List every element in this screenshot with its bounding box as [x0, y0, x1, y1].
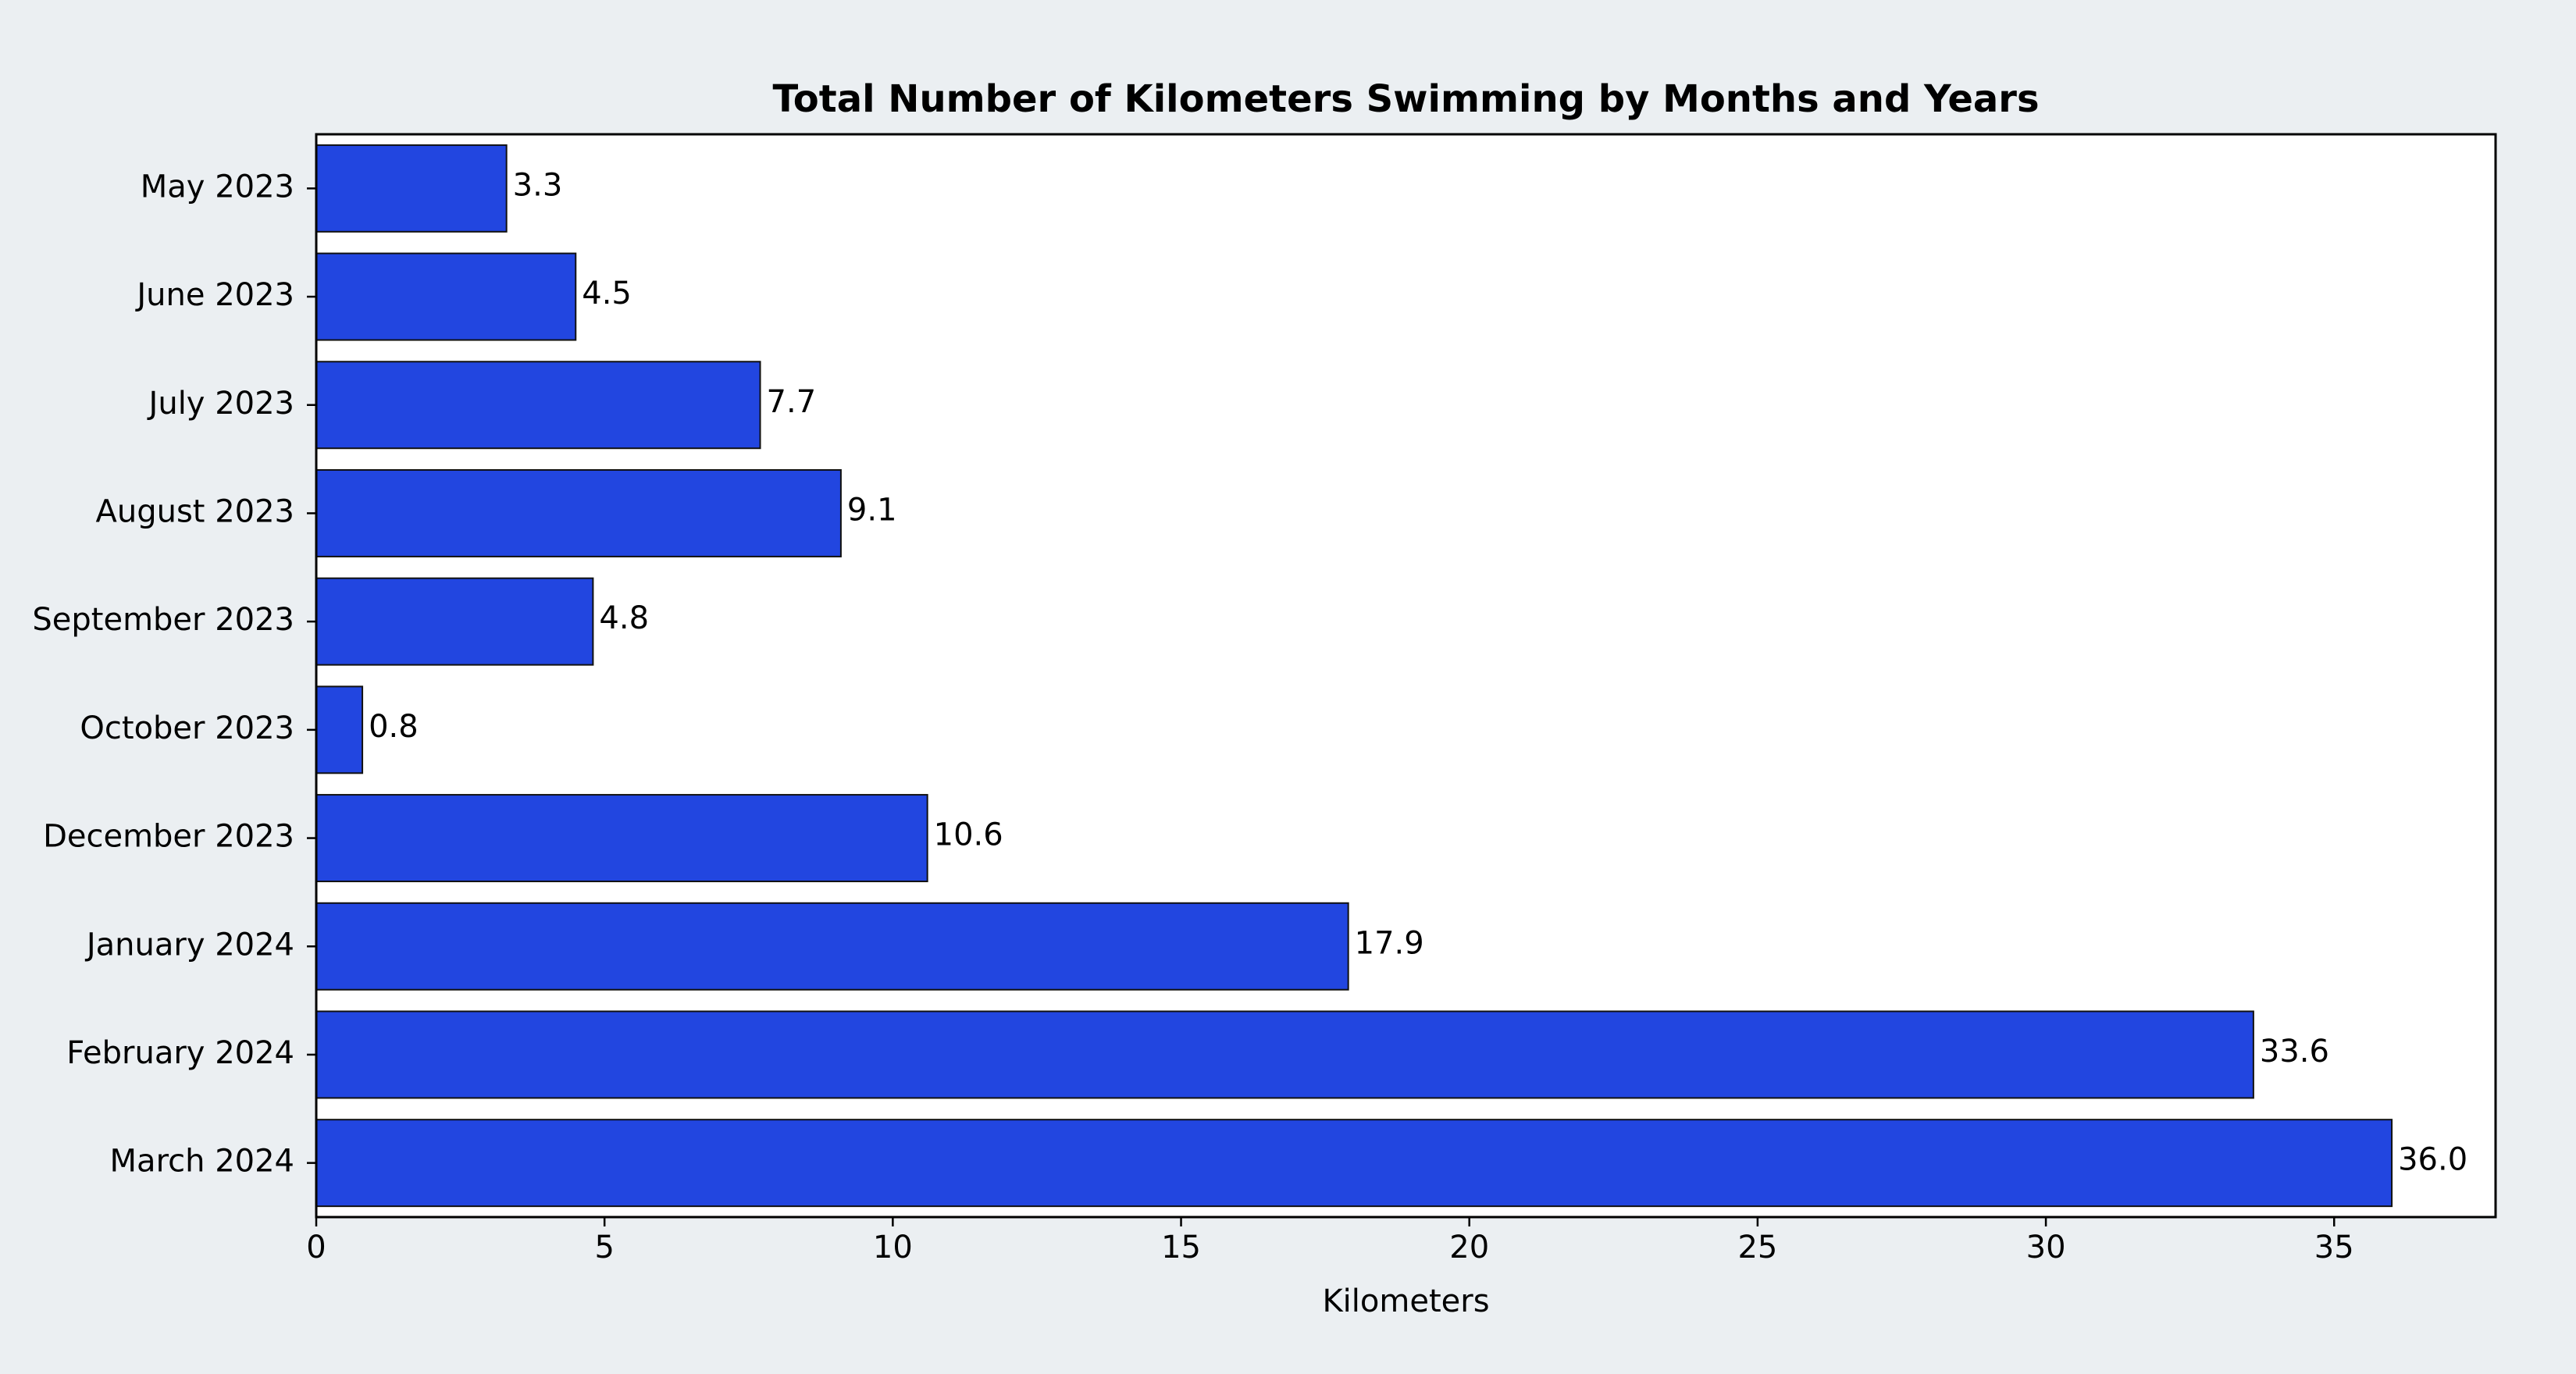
data-label: 36.0 — [2398, 1142, 2467, 1178]
x-tick-label: 25 — [1737, 1230, 1777, 1265]
bar — [315, 361, 761, 450]
y-axis: May 2023 June 2023 July 2023 August 2023 Sep… — [32, 169, 316, 1180]
y-tick-label: December 2023 — [43, 819, 294, 855]
y-tick-label: May 2023 — [141, 169, 294, 205]
data-label: 4.5 — [582, 276, 632, 311]
bars-group — [315, 144, 2393, 1208]
y-tick-label: September 2023 — [32, 602, 294, 638]
data-label: 3.3 — [513, 167, 563, 203]
bar — [315, 685, 364, 774]
bar — [315, 902, 1349, 991]
y-tick-label: June 2023 — [134, 277, 294, 313]
x-tick-label: 20 — [1449, 1230, 1489, 1265]
y-tick-label: January 2024 — [84, 927, 294, 963]
bar — [315, 577, 594, 666]
y-tick-label: August 2023 — [96, 493, 295, 529]
bar — [315, 1119, 2393, 1208]
y-tick-label: March 2024 — [110, 1144, 294, 1180]
data-label: 10.6 — [934, 817, 1003, 853]
x-axis: 0 5 10 15 20 25 30 35 — [306, 1217, 2354, 1265]
x-tick-label: 15 — [1161, 1230, 1201, 1265]
data-label: 9.1 — [847, 492, 897, 528]
x-tick-label: 5 — [594, 1230, 614, 1265]
x-tick-label: 0 — [306, 1230, 326, 1265]
bar — [315, 1010, 2254, 1099]
y-tick-label: July 2023 — [147, 386, 294, 422]
data-label: 7.7 — [767, 384, 817, 420]
x-tick-label: 30 — [2026, 1230, 2066, 1265]
y-tick-label: October 2023 — [80, 710, 294, 746]
x-axis-label: Kilometers — [1322, 1283, 1489, 1319]
data-label: 4.8 — [599, 600, 649, 636]
plot-frame — [315, 133, 2497, 1219]
data-label: 17.9 — [1355, 925, 1424, 961]
data-label: 0.8 — [369, 709, 419, 745]
x-tick-label: 35 — [2314, 1230, 2354, 1265]
bar — [315, 794, 928, 883]
bar — [315, 468, 842, 557]
data-label: 33.6 — [2260, 1034, 2329, 1070]
bar — [315, 144, 508, 233]
x-tick-label: 10 — [873, 1230, 913, 1265]
data-labels-group: 3.3 4.5 7.7 9.1 4.8 0.8 10.6 17.9 33.6 36.0 — [369, 167, 2467, 1177]
y-tick-label: February 2024 — [66, 1035, 294, 1071]
chart-title: Total Number of Kilometers Swimming by M… — [772, 77, 2039, 121]
bar — [315, 252, 577, 341]
